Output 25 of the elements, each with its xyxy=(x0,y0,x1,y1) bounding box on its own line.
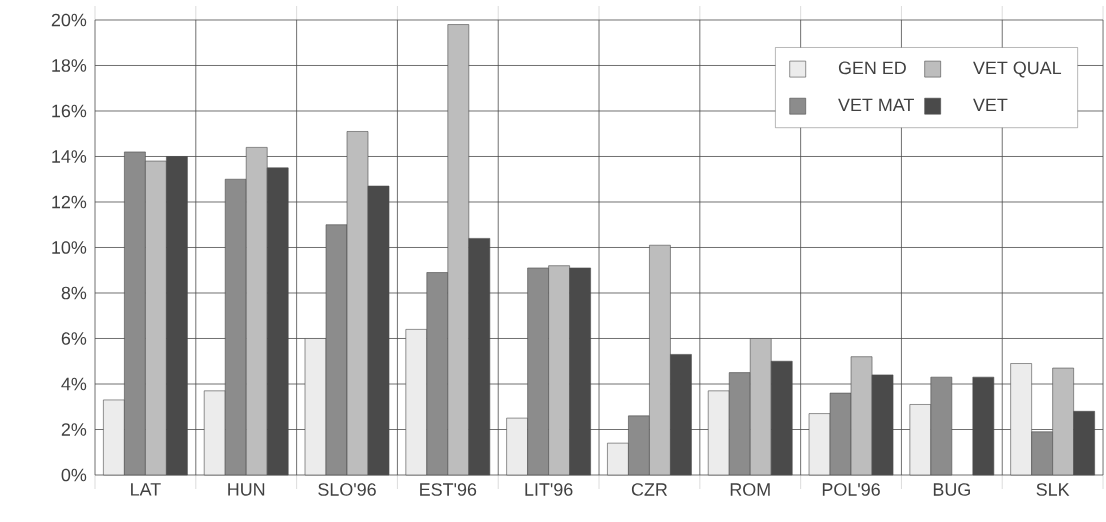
legend-label: VET QUAL xyxy=(973,61,1062,78)
y-tick-label: 16% xyxy=(52,104,87,118)
x-tick-label: LAT xyxy=(131,483,161,496)
x-tick-label: SLO'96 xyxy=(318,483,376,496)
x-tick-label: EST'96 xyxy=(420,483,477,496)
y-tick-label: 18% xyxy=(52,59,87,72)
y-tick-label: 14% xyxy=(52,150,87,163)
x-tick-label: ROM xyxy=(730,483,770,496)
x-tick-label: SLK xyxy=(1036,483,1070,496)
y-tick-label: 0% xyxy=(61,468,87,482)
y-tick-label: 4% xyxy=(61,377,87,391)
x-tick-label: HUN xyxy=(228,483,265,496)
y-tick-label: 12% xyxy=(52,195,87,209)
y-tick-label: 2% xyxy=(61,423,87,436)
x-tick-label: LIT'96 xyxy=(525,483,573,496)
y-tick-label: 6% xyxy=(61,332,87,345)
y-tick-label: 10% xyxy=(52,241,87,254)
y-tick-label: 8% xyxy=(61,286,87,300)
legend-label: VET xyxy=(973,98,1008,112)
x-tick-label: POL'96 xyxy=(822,483,880,496)
legend-label: VET MAT xyxy=(838,98,914,112)
x-tick-label: CZR xyxy=(631,483,668,496)
y-tick-label: 20% xyxy=(51,13,87,27)
x-tick-label: BUG xyxy=(933,483,970,496)
legend-label: GEN ED xyxy=(838,61,906,75)
